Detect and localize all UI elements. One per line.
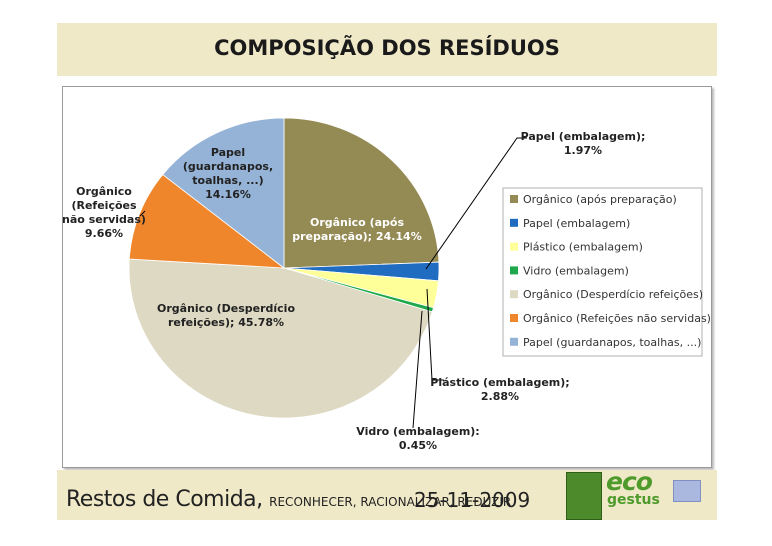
footer-caption-tagline: RECONHECER, RACIONALIZAR, REDUZIR (269, 495, 512, 509)
municipality-logo (566, 472, 602, 520)
data-label: Orgânico (após preparação); 24.14% (292, 216, 421, 243)
footer-caption-main: Restos de Comida, (66, 487, 263, 512)
pie-slice (128, 174, 286, 269)
data-label: Papel (embalagem); 1.97% (521, 130, 646, 157)
legend-swatch (510, 266, 518, 275)
data-label: Papel (guardanapos, toalhas, ...) 14.16% (183, 146, 273, 201)
leader-line (425, 137, 527, 270)
data-label: Plástico (embalagem); 2.88% (430, 376, 569, 403)
legend-entry: Papel (embalagem) (523, 217, 630, 230)
ecogestus-logo-gestus: gestus (607, 492, 660, 508)
pie-slice (162, 117, 285, 269)
footer-date: 25-11-2009 (414, 488, 531, 512)
legend: Orgânico (após preparação) Papel (embalag… (502, 187, 711, 357)
page-title: COMPOSIÇÃO DOS RESÍDUOS (214, 36, 560, 60)
data-label: Orgânico (Refeições não servidas) 9.66% (62, 185, 146, 240)
legend-entry: Orgânico (Desperdício refeições) (523, 288, 703, 301)
title-band (57, 23, 717, 76)
legend-entry: Orgânico (após preparação) (523, 193, 677, 206)
legend-swatch (510, 337, 518, 346)
pie-slice (128, 258, 433, 419)
leader-line (412, 310, 423, 429)
footer-caption: Restos de Comida, RECONHECER, RACIONALIZ… (66, 487, 511, 512)
leader-line (139, 210, 146, 217)
footer-band (57, 470, 717, 520)
eu-flag-logo (673, 480, 701, 502)
legend-box (502, 187, 703, 357)
legend-swatch (510, 242, 518, 251)
legend-entry: Vidro (embalagem) (523, 264, 629, 277)
data-label: Vidro (embalagem): 0.45% (356, 425, 479, 452)
ecogestus-logo-eco: eco (606, 467, 653, 496)
legend-entry: Orgânico (Refeições não servidas) (523, 312, 711, 325)
legend-entry: Papel (guardanapos, toalhas, ...) (523, 336, 701, 349)
legend-swatch (510, 218, 518, 227)
data-label: Orgânico (Desperdício refeições); 45.78% (157, 302, 295, 329)
leader-line (426, 288, 444, 381)
legend-swatch (510, 290, 518, 299)
legend-entry: Plástico (embalagem) (523, 241, 643, 254)
pie-slice (283, 117, 440, 269)
legend-swatch (510, 314, 518, 322)
legend-swatch (510, 195, 518, 203)
